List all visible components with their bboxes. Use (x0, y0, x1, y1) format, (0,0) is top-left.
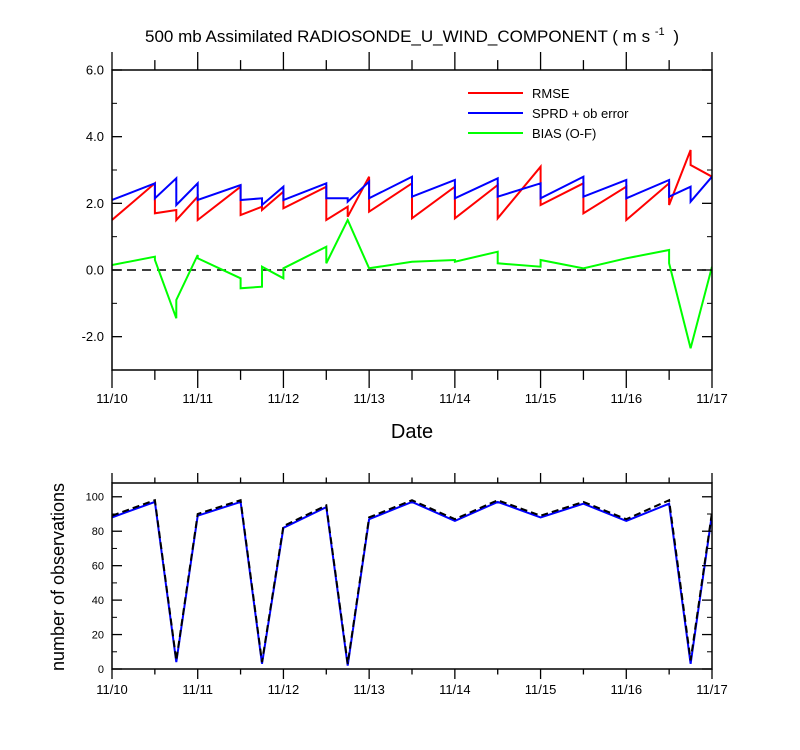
bias-rmse-chart: 500 mb Assimilated RADIOSONDE_U_WIND_COM… (82, 20, 728, 443)
y-tick-label: 2.0 (86, 196, 104, 211)
x-tick-label: 11/15 (525, 682, 557, 697)
series-line-bias-o-f (112, 217, 712, 349)
chart-title: 500 mb Assimilated RADIOSONDE_U_WIND_COM… (145, 20, 679, 46)
y-tick-label: 40 (92, 595, 104, 607)
y-tick-label: 0.0 (86, 263, 104, 278)
chart-title-close: ) (673, 27, 679, 46)
y-tick-label: 60 (92, 561, 104, 573)
y-tick-label: 6.0 (86, 63, 104, 78)
y-axis-ticks: 0 20 40 60 80 100 (86, 492, 712, 676)
legend-label: SPRD + ob error (532, 106, 629, 121)
x-tick-label: 11/12 (268, 682, 300, 697)
x-tick-label: 11/13 (353, 391, 385, 406)
y-tick-label: 0 (98, 664, 104, 676)
series-lines (112, 149, 712, 349)
x-tick-label: 11/17 (696, 682, 728, 697)
x-tick-label: 11/10 (96, 682, 128, 697)
x-axis-label: Date (391, 421, 433, 443)
chart-title-main: 500 mb Assimilated RADIOSONDE_U_WIND_COM… (145, 27, 650, 46)
legend-label: BIAS (O-F) (532, 126, 596, 141)
series-line-sprd-ob-error (112, 175, 712, 208)
series-line-observations-possible (112, 498, 712, 664)
series-lines (112, 498, 712, 666)
plot-frame (111, 482, 713, 670)
x-tick-label: 11/15 (525, 391, 557, 406)
y-tick-label: 100 (86, 492, 104, 504)
x-tick-label: 11/14 (439, 391, 471, 406)
x-tick-label: 11/14 (439, 682, 471, 697)
x-axis-ticks: 11/10 11/11 11/12 11/13 11/14 11/15 11/16 11/17 (96, 473, 728, 697)
y-tick-label: -2.0 (82, 329, 104, 344)
x-tick-label: 11/10 (96, 391, 128, 406)
y-axis-label: number of observations (48, 483, 68, 671)
x-tick-label: 11/12 (268, 391, 300, 406)
y-tick-label: 20 (92, 629, 104, 641)
x-tick-label: 11/11 (182, 391, 213, 406)
x-tick-label: 11/17 (696, 391, 728, 406)
x-tick-label: 11/11 (182, 682, 213, 697)
y-tick-label: 4.0 (86, 129, 104, 144)
y-tick-label: 80 (92, 526, 104, 538)
x-axis-ticks: 11/10 11/11 11/12 11/13 11/14 11/15 11/16 11/17 (96, 52, 728, 406)
chart-title-superscript: -1 (655, 26, 665, 38)
x-tick-label: 11/13 (353, 682, 385, 697)
x-tick-label: 11/16 (610, 682, 642, 697)
legend-label: RMSE (532, 86, 570, 101)
x-tick-label: 11/16 (610, 391, 642, 406)
y-axis-ticks: -2.0 0.0 2.0 4.0 6.0 (82, 63, 712, 371)
legend: RMSE SPRD + ob error BIAS (O-F) (468, 86, 629, 141)
series-line-observations-used (112, 500, 712, 666)
